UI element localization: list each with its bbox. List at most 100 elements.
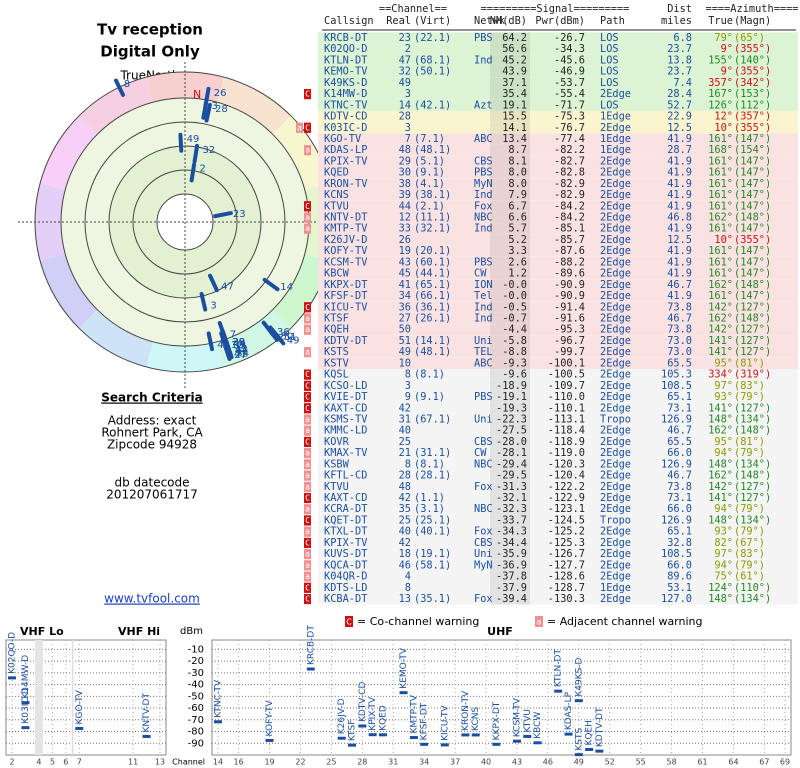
cell: 161° (708, 268, 733, 280)
column-header: NM(dB) (490, 15, 527, 27)
warning-marker (304, 324, 311, 335)
cell: -128.7 (548, 582, 585, 594)
cell: 2Edge (600, 593, 631, 605)
cell: LOS (600, 32, 619, 44)
cell: 79° (714, 32, 733, 44)
cell: (147°) (734, 245, 771, 257)
legend-text: = Adjacent channel warning (547, 615, 703, 628)
cell: -32.3 (496, 503, 527, 515)
station-bar (21, 726, 30, 730)
cell: KOVR (324, 436, 350, 448)
cell: 8.0 (508, 178, 527, 190)
cell: -84.2 (554, 212, 585, 224)
cell: 10 (399, 357, 411, 369)
warning-symbol: C (305, 516, 310, 525)
cell: Ind (474, 301, 493, 313)
plot-frame (211, 639, 792, 756)
subtitle: Digital Only (100, 43, 200, 61)
cell: KTLN-DT (324, 54, 367, 66)
nm-shade (490, 312, 530, 325)
cell: 7.9 (508, 189, 527, 201)
warning-marker (304, 526, 311, 537)
warning-symbol: C (305, 381, 310, 390)
cell: 9° (721, 66, 733, 78)
cell: 148° (708, 593, 733, 605)
site-link[interactable]: www.tvfool.com (104, 592, 200, 606)
cell: -37.9 (496, 582, 527, 594)
row-background (318, 178, 798, 190)
cell: 2Edge (600, 313, 631, 325)
cell: (2.1) (414, 200, 445, 212)
cell: 2Edge (600, 335, 631, 347)
station-bar (337, 736, 346, 740)
cell: -91.6 (554, 313, 585, 325)
cell: KCRA-DT (324, 503, 367, 515)
nm-shade (490, 548, 530, 560)
cell: -8.8 (502, 346, 527, 358)
row-background (318, 492, 798, 504)
cell: (28.1) (414, 470, 451, 482)
cell: 19.1 (502, 99, 527, 111)
warning-marker (304, 571, 311, 582)
warning-marker (304, 403, 311, 414)
cell: 2Edge (600, 503, 631, 515)
station-bar (512, 739, 521, 743)
cell: -82.7 (554, 155, 585, 167)
cell: 10° (714, 234, 733, 246)
row-background (318, 167, 798, 179)
nm-shade (490, 301, 530, 313)
station-channel: 12 (231, 340, 244, 351)
x-axis-label: Channel (172, 758, 205, 767)
station-channel: 43 (235, 345, 248, 356)
cell: 12° (714, 111, 733, 123)
cell: -118.9 (548, 436, 585, 448)
station-label: KDTV-CD (358, 682, 368, 722)
cell: (147°) (734, 290, 771, 302)
nm-shade (490, 559, 530, 571)
cell: -119.0 (548, 447, 585, 459)
cell: 29 (399, 155, 411, 167)
cell: -120.3 (548, 458, 585, 470)
cell: -45.6 (554, 54, 585, 66)
plot-frame (5, 639, 167, 756)
cell: (66.1) (414, 290, 451, 302)
cell: 2Edge (600, 256, 631, 268)
cell: 2 (405, 43, 411, 55)
cell: KTVU (324, 200, 349, 212)
cell: -0.5 (502, 301, 527, 313)
cell: (147°) (734, 256, 771, 268)
cell: 23.7 (667, 43, 692, 55)
cell: 12.5 (667, 122, 692, 134)
warning-symbol: C (305, 370, 310, 379)
station-label: KCSM-TV (512, 697, 522, 737)
cell: 141° (708, 335, 733, 347)
cell: CBS (474, 155, 493, 167)
cell: -4.4 (502, 324, 527, 336)
cell: ABC (474, 357, 493, 369)
cell: Tropo (600, 514, 631, 526)
cell: 142° (708, 324, 733, 336)
cell: 2Edge (600, 391, 631, 403)
station-channel: 3 (211, 101, 217, 112)
cell: 2Edge (600, 155, 631, 167)
nm-shade (490, 537, 530, 549)
station-channel: 7 (230, 329, 236, 340)
row-background (318, 402, 798, 414)
cell: (79°) (734, 447, 765, 459)
cell: LOS (600, 43, 619, 55)
cell: 161° (708, 178, 733, 190)
row-background (318, 144, 798, 156)
cell: MyN (474, 559, 493, 571)
cell: (83°) (734, 380, 765, 392)
cell: -127.7 (548, 559, 585, 571)
cell: (65.1) (414, 279, 451, 291)
station-vector (114, 78, 126, 97)
station-bar (21, 701, 30, 705)
cell: (112°) (734, 99, 771, 111)
cell: Uni (474, 335, 493, 347)
station-channel: 30 (232, 337, 245, 348)
column-header: True (708, 15, 733, 27)
x-tick-label: 43 (512, 758, 522, 767)
cell: 25 (399, 436, 411, 448)
